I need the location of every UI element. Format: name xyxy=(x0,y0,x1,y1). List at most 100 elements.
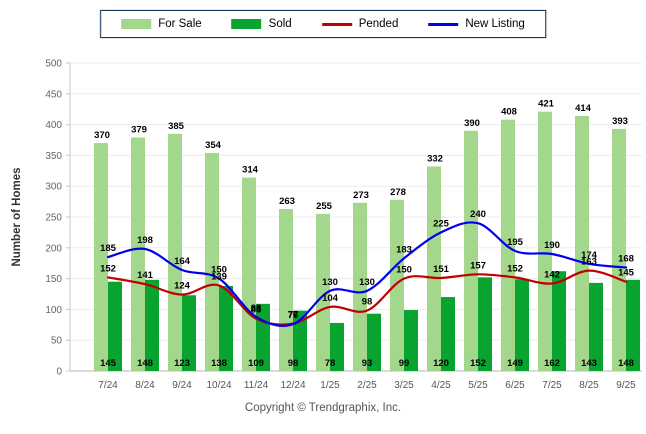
svg-text:141: 141 xyxy=(137,270,154,281)
svg-text:150: 150 xyxy=(396,265,412,276)
svg-text:100: 100 xyxy=(45,305,62,316)
svg-text:88: 88 xyxy=(251,303,262,314)
pended-swatch-icon xyxy=(321,22,352,26)
new-listing-swatch-icon xyxy=(428,22,459,26)
svg-text:200: 200 xyxy=(45,243,62,254)
svg-text:12/24: 12/24 xyxy=(280,380,305,391)
svg-text:50: 50 xyxy=(51,336,63,347)
svg-text:148: 148 xyxy=(618,358,634,369)
svg-text:393: 393 xyxy=(612,116,628,127)
svg-text:354: 354 xyxy=(205,140,222,151)
svg-text:278: 278 xyxy=(390,187,406,198)
svg-text:390: 390 xyxy=(464,118,480,129)
svg-text:7/25: 7/25 xyxy=(542,380,562,391)
svg-text:Number of Homes: Number of Homes xyxy=(11,167,23,266)
y-axis: 0 50 100 150 200 250 300 350 400 450 500 Number of … xyxy=(11,59,71,378)
svg-text:4/25: 4/25 xyxy=(431,380,451,391)
legend-item-sold: Sold xyxy=(231,18,292,30)
svg-text:273: 273 xyxy=(353,190,369,201)
svg-text:450: 450 xyxy=(45,89,62,100)
svg-text:163: 163 xyxy=(581,257,597,268)
svg-text:385: 385 xyxy=(168,121,185,132)
sold-bars xyxy=(108,271,640,371)
svg-text:77: 77 xyxy=(288,310,299,321)
chart-canvas: 0 50 100 150 200 250 300 350 400 450 500 Number of … xyxy=(11,59,642,391)
svg-text:151: 151 xyxy=(433,264,450,275)
copyright-text: Copyright © Trendgraphix, Inc. xyxy=(244,402,402,414)
svg-text:130: 130 xyxy=(322,277,338,288)
svg-text:123: 123 xyxy=(174,358,190,369)
svg-text:350: 350 xyxy=(45,151,62,162)
svg-text:138: 138 xyxy=(211,358,227,369)
svg-text:148: 148 xyxy=(137,358,153,369)
svg-text:8/25: 8/25 xyxy=(579,380,599,391)
bar-value-labels: 370 145 379 148 385 123 354 138 314 109 263 98 255 78… xyxy=(94,99,634,369)
svg-text:164: 164 xyxy=(174,256,191,267)
svg-text:8/24: 8/24 xyxy=(135,380,155,391)
svg-text:2/25: 2/25 xyxy=(357,380,377,391)
svg-text:500: 500 xyxy=(45,59,62,70)
svg-text:143: 143 xyxy=(581,358,597,369)
svg-text:5/25: 5/25 xyxy=(468,380,488,391)
svg-text:76: 76 xyxy=(288,310,299,321)
svg-text:104: 104 xyxy=(322,293,339,304)
new-listing-line xyxy=(106,221,628,328)
svg-text:145: 145 xyxy=(100,358,117,369)
svg-text:11/24: 11/24 xyxy=(244,380,269,391)
svg-text:195: 195 xyxy=(507,237,524,248)
for-sale-swatch-icon xyxy=(121,19,152,29)
svg-text:3/25: 3/25 xyxy=(394,380,414,391)
svg-text:255: 255 xyxy=(316,201,333,212)
svg-text:174: 174 xyxy=(581,250,598,261)
svg-text:130: 130 xyxy=(359,277,375,288)
sold-swatch-icon xyxy=(231,19,262,29)
svg-text:152: 152 xyxy=(507,263,523,274)
svg-text:198: 198 xyxy=(137,235,153,246)
svg-text:183: 183 xyxy=(396,244,412,255)
svg-text:145: 145 xyxy=(618,268,635,279)
svg-text:314: 314 xyxy=(242,165,259,176)
svg-text:240: 240 xyxy=(470,209,486,220)
svg-text:98: 98 xyxy=(288,358,299,369)
svg-text:168: 168 xyxy=(618,254,634,265)
svg-text:379: 379 xyxy=(131,125,147,136)
svg-text:225: 225 xyxy=(433,218,450,229)
svg-text:9/24: 9/24 xyxy=(172,380,192,391)
svg-text:93: 93 xyxy=(362,358,373,369)
legend-item-for-sale: For Sale xyxy=(121,18,202,30)
svg-text:152: 152 xyxy=(100,263,116,274)
svg-text:414: 414 xyxy=(575,103,592,114)
pended-line xyxy=(106,269,628,326)
svg-text:250: 250 xyxy=(45,213,62,224)
svg-text:408: 408 xyxy=(501,107,517,118)
svg-text:99: 99 xyxy=(399,358,410,369)
svg-text:7/24: 7/24 xyxy=(98,380,118,391)
svg-text:263: 263 xyxy=(279,196,295,207)
legend-label-for-sale: For Sale xyxy=(158,18,202,30)
svg-text:152: 152 xyxy=(470,358,486,369)
svg-text:157: 157 xyxy=(470,260,486,271)
svg-text:190: 190 xyxy=(544,240,560,251)
svg-text:1/25: 1/25 xyxy=(320,380,340,391)
svg-text:120: 120 xyxy=(433,358,449,369)
svg-text:185: 185 xyxy=(100,243,117,254)
svg-text:421: 421 xyxy=(538,99,555,110)
legend-label-pended: Pended xyxy=(358,18,399,30)
svg-text:10/24: 10/24 xyxy=(206,380,231,391)
svg-text:149: 149 xyxy=(507,358,523,369)
svg-text:162: 162 xyxy=(544,358,560,369)
svg-text:300: 300 xyxy=(45,182,62,193)
svg-text:142: 142 xyxy=(544,270,560,281)
svg-text:400: 400 xyxy=(45,120,62,131)
legend-item-new-listing: New Listing xyxy=(428,18,525,30)
svg-text:6/25: 6/25 xyxy=(505,380,525,391)
chart-area: 0 50 100 150 200 250 300 350 400 450 500 Number of … xyxy=(11,59,642,391)
svg-text:78: 78 xyxy=(325,358,336,369)
line-value-labels: 1521851411981241641391508588777610413098… xyxy=(100,209,635,321)
svg-text:9/25: 9/25 xyxy=(616,380,636,391)
x-axis: 7/24 8/24 9/24 10/24 11/24 12/24 1/25 2/25 3/25 4… xyxy=(70,370,642,391)
svg-text:370: 370 xyxy=(94,130,110,141)
svg-text:150: 150 xyxy=(45,274,62,285)
svg-text:332: 332 xyxy=(427,153,443,164)
svg-text:85: 85 xyxy=(251,305,262,316)
